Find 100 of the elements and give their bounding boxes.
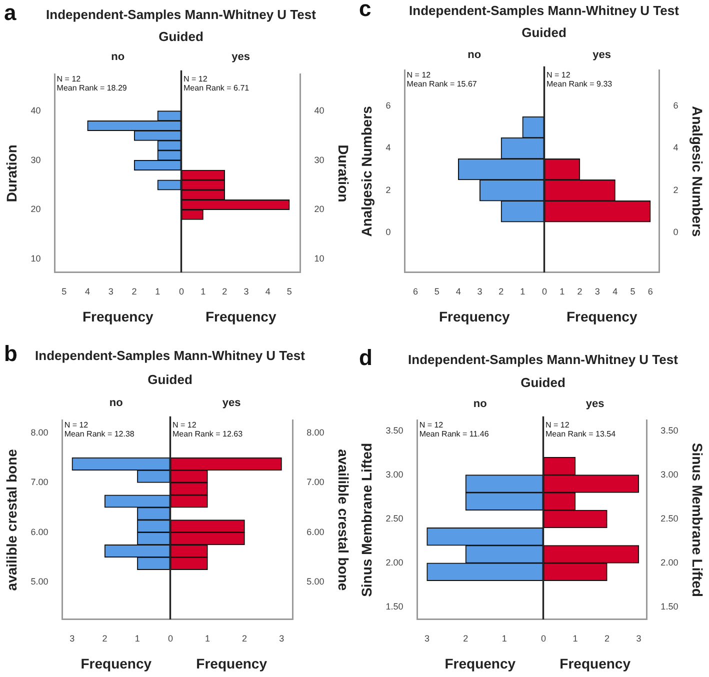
y-tick-label: 6.00 — [30, 526, 48, 537]
x-tick-label: 1 — [205, 633, 210, 644]
text: d — [359, 345, 372, 370]
annotation: N = 12 — [56, 74, 82, 84]
x-tick-label: 2 — [102, 633, 108, 644]
x-tick-label: 0 — [178, 286, 184, 296]
chart-subtitle: Guided — [158, 29, 204, 44]
x-tick-label: 2 — [498, 286, 504, 296]
y-tick-label: 2.00 — [660, 558, 678, 568]
y-axis-title: Duration — [336, 144, 352, 202]
x-tick-label: 2 — [242, 633, 248, 644]
x-axis-title: Frequency — [444, 655, 516, 672]
y-axis-title: Sinus Membrane Lifted — [690, 442, 706, 597]
text: yes — [222, 397, 241, 409]
x-tick-label: 3 — [108, 286, 114, 296]
x-tick-label: 3 — [477, 286, 482, 296]
text: no — [468, 49, 482, 61]
x-tick-label: 2 — [604, 633, 610, 644]
x-tick-label: 0 — [542, 286, 548, 296]
y-tick-label: 5.00 — [306, 576, 324, 587]
y-tick-label: 2 — [386, 184, 391, 195]
chart-title: Independent-Samples Mann-Whitney U Test — [35, 348, 305, 363]
text: no — [109, 397, 123, 409]
x-tick-label: 1 — [560, 286, 565, 296]
x-tick-label: 1 — [572, 633, 578, 644]
y-tick-label: 20 — [30, 204, 41, 214]
chart-subtitle: Guided — [520, 375, 566, 390]
x-tick-label: 1 — [502, 633, 507, 644]
x-axis-title: Frequency — [205, 308, 276, 324]
y-tick-label: 3.00 — [386, 469, 404, 480]
x-axis-title: Frequency — [560, 655, 631, 672]
annotation: N = 12 — [172, 420, 197, 430]
y-axis-title: Duration — [3, 144, 20, 202]
chart-subtitle: Guided — [148, 372, 192, 387]
x-tick-label: 1 — [200, 286, 206, 296]
text: no — [111, 51, 125, 63]
text: yes — [586, 398, 604, 410]
text: a — [4, 0, 16, 25]
y-tick-label: 3.50 — [386, 425, 404, 436]
text: yes — [592, 49, 612, 61]
y-axis-title: Analgesic Numbers — [358, 106, 374, 237]
y-tick-label: 6 — [386, 100, 391, 111]
annotation: Mean Rank = 18.29 — [56, 84, 128, 93]
x-tick-label: 1 — [520, 286, 526, 296]
x-axis-title: Frequency — [566, 308, 638, 324]
x-axis-title: Frequency — [82, 308, 154, 324]
text: no — [473, 398, 487, 410]
annotation: Mean Rank = 11.46 — [419, 430, 490, 439]
y-tick-label: 3.50 — [660, 425, 678, 436]
annotation: N = 12 — [546, 420, 570, 430]
text: b — [4, 341, 18, 366]
x-tick-label: 0 — [540, 633, 546, 644]
y-tick-label: 4 — [386, 142, 391, 153]
annotation: N = 12 — [64, 420, 89, 430]
y-tick-label: 10 — [30, 254, 41, 264]
y-tick-label: 7.00 — [30, 477, 48, 488]
x-axis-title: Frequency — [196, 655, 268, 672]
x-tick-label: 3 — [594, 286, 600, 296]
annotation: N = 12 — [184, 74, 208, 84]
y-tick-label: 40 — [314, 105, 324, 116]
y-tick-label: 8.00 — [306, 427, 324, 438]
y-tick-label: 3.00 — [660, 469, 678, 480]
annotation: Mean Rank = 12.38 — [64, 430, 135, 439]
x-tick-label: 4 — [265, 286, 270, 296]
y-tick-label: 2.50 — [660, 514, 678, 524]
x-tick-label: 3 — [424, 633, 430, 644]
x-axis-title: Frequency — [438, 308, 510, 324]
x-tick-label: 2 — [577, 286, 582, 296]
y-tick-label: 1.50 — [386, 602, 404, 612]
x-tick-label: 6 — [648, 286, 653, 296]
x-tick-label: 2 — [463, 633, 468, 644]
x-tick-label: 5 — [286, 286, 292, 296]
y-axis-title: availible crestal bone — [336, 449, 352, 591]
x-tick-label: 6 — [413, 286, 418, 296]
annotation: Mean Rank = 15.67 — [406, 80, 478, 89]
y-tick-label: 30 — [30, 154, 41, 165]
x-tick-label: 4 — [456, 286, 461, 296]
y-tick-label: 5.00 — [30, 576, 48, 587]
chart-title: Independent-Samples Mann-Whitney U Test — [408, 352, 678, 367]
y-tick-label: 8.00 — [30, 427, 48, 438]
x-axis-title: Frequency — [80, 655, 152, 672]
x-tick-label: 3 — [244, 286, 249, 296]
text: c — [359, 0, 372, 21]
y-tick-label: 7.00 — [306, 477, 324, 488]
annotation: Mean Rank = 12.63 — [172, 430, 244, 439]
y-tick-label: 0 — [386, 226, 391, 237]
x-tick-label: 2 — [132, 286, 137, 296]
x-tick-label: 4 — [612, 286, 618, 296]
annotation: Mean Rank = 13.54 — [546, 430, 616, 439]
y-tick-label: 4 — [673, 142, 678, 153]
y-tick-label: 2.00 — [386, 558, 404, 568]
annotation: Mean Rank = 9.33 — [546, 80, 613, 89]
annotation: N = 12 — [546, 70, 571, 80]
x-tick-label: 5 — [62, 286, 67, 296]
x-tick-label: 3 — [636, 633, 642, 644]
y-axis-title: Analgesic Numbers — [690, 106, 706, 237]
chart-subtitle: Guided — [522, 25, 566, 40]
chart-title: Independent-Samples Mann-Whitney U Test — [46, 7, 316, 22]
y-tick-label: 2.50 — [386, 514, 404, 524]
y-tick-label: 0 — [673, 226, 678, 237]
